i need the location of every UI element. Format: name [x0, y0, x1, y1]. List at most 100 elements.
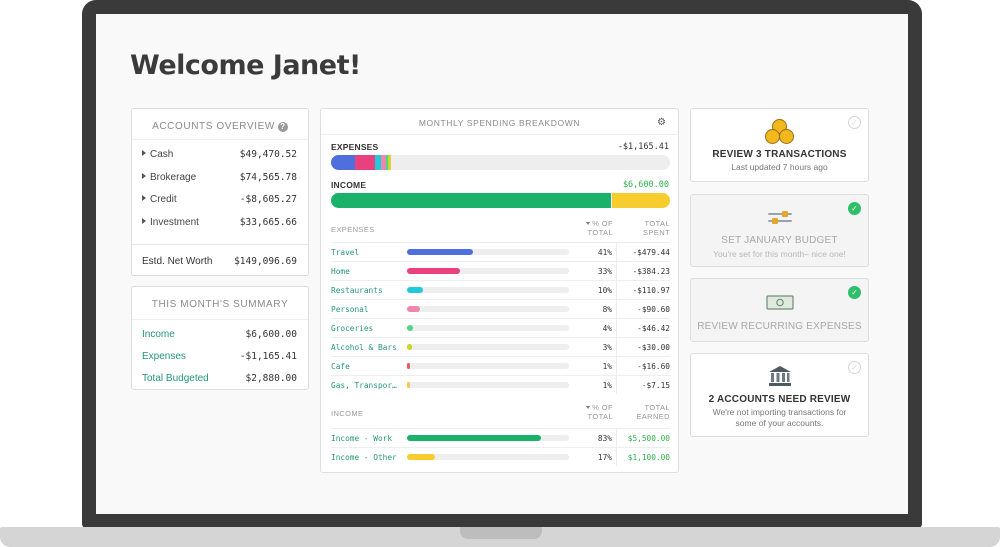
table-row[interactable]: Income - Work 83% $5,500.00	[331, 428, 670, 447]
progress-fill	[407, 287, 424, 293]
task-accounts-review[interactable]: ✓ 2 ACCOUNTS NEED REVIEW We're not impor…	[690, 353, 869, 437]
category-name[interactable]: Alcohol & Bars	[331, 343, 397, 352]
total-spent-column-header[interactable]: TOTAL SPENT	[642, 219, 670, 237]
progress-track	[407, 363, 569, 369]
stack-segment[interactable]	[380, 155, 386, 170]
income-column-header[interactable]: INCOME	[331, 409, 364, 418]
check-circle-icon: ✓	[848, 202, 861, 215]
summary-row-expenses[interactable]: Expenses -$1,165.41	[132, 345, 308, 367]
category-name[interactable]: Home	[331, 267, 350, 276]
month-summary-card: THIS MONTH'S SUMMARY Income $6,600.00 Ex…	[131, 286, 309, 390]
progress-fill	[407, 363, 410, 369]
amount-value: -$110.97	[632, 286, 670, 295]
expenses-stacked-bar[interactable]	[331, 155, 670, 170]
amount-value: -$16.60	[637, 362, 670, 371]
spending-breakdown-title: MONTHLY SPENDING BREAKDOWN	[418, 118, 581, 128]
expenses-table: Travel 41% -$479.44 Home 33% -$384.23 Restaura…	[331, 242, 670, 394]
accounts-overview-header: ACCOUNTS OVERVIEW?	[132, 119, 308, 140]
column-divider	[616, 319, 617, 337]
category-name[interactable]: Restaurants	[331, 286, 383, 295]
total-earned-column-header[interactable]: TOTAL EARNED	[636, 403, 670, 421]
percent-value: 83%	[597, 434, 612, 443]
account-row-brokerage[interactable]: Brokerage $74,565.78	[132, 166, 308, 189]
table-row[interactable]: Income - Other 17% $1,100.00	[331, 447, 670, 466]
cash-bill-icon	[765, 295, 794, 310]
progress-track	[407, 382, 569, 388]
category-name[interactable]: Groceries	[331, 324, 374, 333]
category-name[interactable]: Gas, Transpor…	[331, 381, 397, 390]
month-summary-title: THIS MONTH'S SUMMARY	[151, 299, 289, 310]
stack-segment[interactable]	[355, 155, 375, 170]
stack-segment[interactable]	[331, 193, 613, 208]
progress-fill	[407, 344, 412, 350]
accounts-overview-title: ACCOUNTS OVERVIEW	[152, 121, 275, 132]
table-row[interactable]: Alcohol & Bars 3% -$30.00	[331, 337, 670, 356]
summary-row-income[interactable]: Income $6,600.00	[132, 323, 308, 345]
percent-value: 1%	[602, 362, 612, 371]
net-worth-value: $149,096.69	[234, 255, 297, 267]
expenses-column-header[interactable]: EXPENSES	[331, 225, 375, 234]
amount-value: -$384.23	[632, 267, 670, 276]
category-name[interactable]: Cafe	[331, 362, 350, 371]
check-circle-icon: ✓	[848, 116, 861, 129]
laptop-notch	[460, 527, 542, 539]
task-subtitle: You're set for this month– nice one!	[713, 249, 846, 259]
amount-value: -$90.60	[637, 305, 670, 314]
percent-value: 8%	[602, 305, 612, 314]
category-name[interactable]: Personal	[331, 305, 369, 314]
category-name[interactable]: Income - Work	[331, 434, 393, 443]
task-set-budget[interactable]: ✓ SET JANUARY BUDGET You're set for this…	[690, 194, 869, 267]
summary-label[interactable]: Income	[142, 328, 175, 340]
category-name[interactable]: Travel	[331, 248, 360, 257]
income-stacked-bar[interactable]	[331, 193, 670, 208]
stack-segment[interactable]	[374, 155, 381, 170]
task-review-transactions[interactable]: ✓ REVIEW 3 TRANSACTIONS Last updated 7 h…	[690, 108, 869, 182]
table-row[interactable]: Restaurants 10% -$110.97	[331, 280, 670, 299]
progress-fill	[407, 268, 461, 274]
income-bar-label: INCOME	[331, 180, 367, 190]
income-table: Income - Work 83% $5,500.00 Income - Other 1…	[331, 428, 670, 466]
table-row[interactable]: Cafe 1% -$16.60	[331, 356, 670, 375]
table-row[interactable]: Gas, Transpor… 1% -$7.15	[331, 375, 670, 394]
progress-track	[407, 306, 569, 312]
table-row[interactable]: Travel 41% -$479.44	[331, 242, 670, 261]
stack-segment[interactable]	[331, 155, 356, 170]
percent-value: 41%	[597, 248, 612, 257]
stack-segment[interactable]	[390, 155, 391, 170]
task-review-recurring[interactable]: ✓ REVIEW RECURRING EXPENSES	[690, 278, 869, 342]
table-row[interactable]: Home 33% -$384.23	[331, 261, 670, 280]
amount-value: -$7.15	[641, 381, 670, 390]
bank-icon	[768, 365, 792, 387]
caret-right-icon	[142, 149, 146, 156]
accounts-overview-card: ACCOUNTS OVERVIEW? Cash $49,470.52 Broke…	[131, 108, 309, 276]
percent-value: 33%	[597, 267, 612, 276]
stack-segment[interactable]	[387, 155, 390, 170]
stack-segment[interactable]	[389, 155, 391, 170]
category-name[interactable]: Income - Other	[331, 453, 397, 462]
summary-row-total-budgeted[interactable]: Total Budgeted $2,880.00	[132, 367, 308, 389]
summary-value: $2,880.00	[245, 372, 297, 384]
account-row-credit[interactable]: Credit -$8,605.27	[132, 188, 308, 211]
stack-segment[interactable]	[385, 155, 388, 170]
table-row[interactable]: Personal 8% -$90.60	[331, 299, 670, 318]
account-label: Cash	[150, 148, 174, 160]
question-circle-icon[interactable]: ?	[277, 122, 288, 132]
caret-right-icon	[142, 195, 146, 202]
table-row[interactable]: Groceries 4% -$46.42	[331, 318, 670, 337]
gear-icon[interactable]: ⚙	[657, 117, 666, 128]
account-row-investment[interactable]: Investment $33,665.66	[132, 211, 308, 234]
check-circle-icon: ✓	[848, 286, 861, 299]
account-row-cash[interactable]: Cash $49,470.52	[132, 143, 308, 166]
column-divider	[616, 243, 617, 261]
amount-value: -$479.44	[632, 248, 670, 257]
progress-track	[407, 325, 569, 331]
app-screen: Welcome Janet! ACCOUNTS OVERVIEW? Cash $…	[96, 14, 908, 514]
stack-segment[interactable]	[612, 193, 670, 208]
summary-label[interactable]: Total Budgeted	[142, 372, 209, 384]
task-title: REVIEW RECURRING EXPENSES	[697, 321, 862, 332]
pct-column-header[interactable]: % OF TOTAL	[586, 403, 613, 421]
pct-column-header[interactable]: % OF TOTAL	[586, 219, 613, 237]
summary-label[interactable]: Expenses	[142, 350, 186, 362]
budget-slider-icon	[767, 211, 793, 225]
column-divider	[616, 448, 617, 466]
